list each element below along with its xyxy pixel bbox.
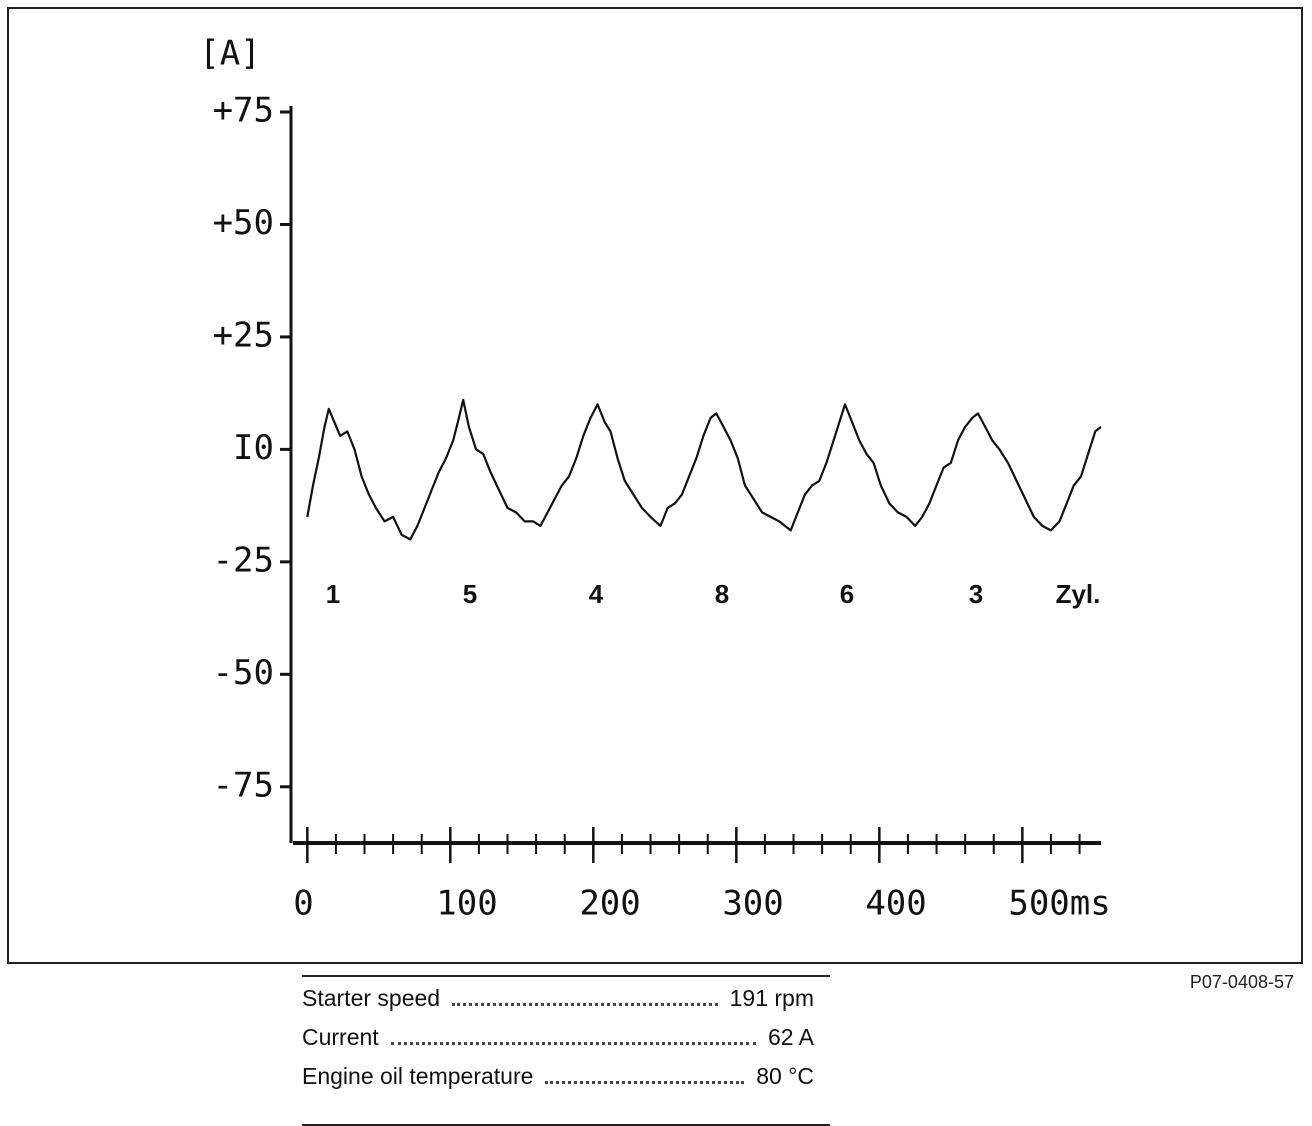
- annotations: 1 5 4 8 6 3 Zyl.: [326, 579, 1101, 609]
- annotation: 3: [969, 579, 983, 609]
- y-tick-label: I0: [233, 428, 274, 468]
- annotation: 5: [463, 579, 477, 609]
- info-row: Current 62 A: [302, 1024, 830, 1063]
- trace: [306, 398, 1102, 541]
- x-tick-label: 200: [579, 884, 640, 924]
- info-label: Engine oil temperature: [302, 1063, 534, 1089]
- y-tick-label: -75: [213, 765, 274, 805]
- info-value: 80 °C: [756, 1063, 814, 1089]
- y-tick-label: +50: [213, 203, 274, 243]
- x-tick-label: 0: [293, 884, 313, 924]
- annotation: 4: [589, 579, 604, 609]
- y-tick-label: +75: [213, 91, 274, 131]
- x-tick-label: 500ms: [1008, 884, 1110, 924]
- info-value: 191 rpm: [729, 985, 814, 1011]
- x-tick-label: 100: [436, 884, 497, 924]
- info-row: Engine oil temperature 80 °C: [302, 1063, 830, 1102]
- frame: [7, 7, 1303, 964]
- y-axis-label: [A]: [199, 34, 260, 74]
- x-tick-label: 400: [865, 884, 926, 924]
- x-tick-label: 300: [722, 884, 783, 924]
- info-table: Starter speed 191 rpm Current 62 A Engine …: [302, 975, 830, 1126]
- annotation: 8: [715, 579, 729, 609]
- y-tick-label: +25: [213, 315, 274, 355]
- info-label: Current: [302, 1024, 379, 1050]
- info-label: Starter speed: [302, 985, 441, 1011]
- figure-code: P07-0408-57: [1189, 972, 1294, 992]
- annotation: 1: [326, 579, 340, 609]
- y-tick-label: -25: [213, 540, 274, 580]
- annotation: 6: [840, 579, 854, 609]
- info-value: 62 A: [767, 1024, 814, 1050]
- info-row: Starter speed 191 rpm: [302, 985, 830, 1024]
- y-tick-label: -50: [213, 653, 274, 693]
- chart: [A] +75 +50 +25 I0 -25 -50 -75 0 100 200 300 400 500…: [7, 7, 1303, 964]
- annotation: Zyl.: [1056, 579, 1101, 609]
